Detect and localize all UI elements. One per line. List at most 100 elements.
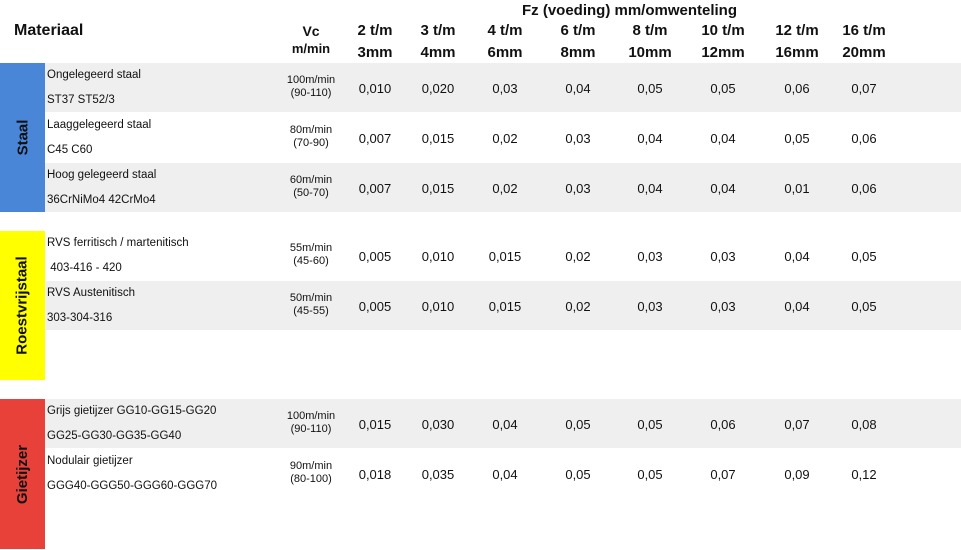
feed-value-cell: 0,010 xyxy=(421,249,455,264)
feed-value-cell: 0,08 xyxy=(851,417,877,432)
row-band-7 xyxy=(0,399,961,448)
cutting-speed: 60m/min (50-70) xyxy=(270,174,352,200)
feed-value-cell: 0,035 xyxy=(421,467,455,482)
feed-value-cell: 0,05 xyxy=(784,131,810,146)
cutting-speed-range: (70-90) xyxy=(293,137,329,149)
feed-value-cell: 0,07 xyxy=(710,467,736,482)
cutting-speed-range: (45-55) xyxy=(293,305,329,317)
feed-value-cell: 0,020 xyxy=(421,81,455,96)
feed-value-cell: 0,06 xyxy=(710,417,736,432)
column-header-size: 20mm xyxy=(842,44,886,61)
feed-value-cell: 0,015 xyxy=(421,131,455,146)
column-header: 12 t/m 16mm xyxy=(762,20,832,64)
feed-value-cell: 0,03 xyxy=(710,299,736,314)
feed-value-cell: 0,05 xyxy=(637,81,663,96)
material-grades: C45 C60 xyxy=(47,144,93,156)
feed-value-cell: 0,05 xyxy=(851,299,877,314)
cutting-speed: 50m/min (45-55) xyxy=(270,292,352,318)
feed-value-cell: 0,005 xyxy=(358,299,392,314)
material-name: RVS ferritisch / martenitisch xyxy=(47,237,189,249)
material-name: Hoog gelegeerd staal xyxy=(47,169,157,181)
material-grades: GGG40-GGG50-GGG60-GGG70 xyxy=(47,480,217,492)
material-name: Ongelegeerd staal xyxy=(47,69,141,81)
feed-value-cell: 0,02 xyxy=(492,131,518,146)
header-fz-title: Fz (voeding) mm/omwenteling xyxy=(522,2,738,19)
cutting-speed-range: (50-70) xyxy=(293,187,329,199)
cutting-speed-value: 90m/min xyxy=(289,460,333,472)
feed-value-cell: 0,02 xyxy=(492,181,518,196)
header-vc: Vc m/min xyxy=(270,22,352,58)
feed-value-cell: 0,04 xyxy=(710,131,736,146)
feed-value-cell: 0,01 xyxy=(784,181,810,196)
cutting-speed-value: 50m/min xyxy=(289,292,333,304)
feed-value-cell: 0,015 xyxy=(421,181,455,196)
row-band-3 xyxy=(0,163,961,212)
header-materiaal: Materiaal xyxy=(14,22,84,39)
feed-value-cell: 0,04 xyxy=(492,417,518,432)
cutting-speed: 80m/min (70-90) xyxy=(270,124,352,150)
feed-value-cell: 0,018 xyxy=(358,467,392,482)
cutting-speed: 100m/min (90-110) xyxy=(270,74,352,100)
feed-value-cell: 0,04 xyxy=(784,299,810,314)
feed-value-cell: 0,05 xyxy=(637,417,663,432)
material-name: Grijs gietijzer GG10-GG15-GG20 xyxy=(47,405,217,417)
feed-value-cell: 0,04 xyxy=(565,81,591,96)
column-header-size: 10mm xyxy=(628,44,672,61)
feed-value-cell: 0,03 xyxy=(492,81,518,96)
material-name: RVS Austenitisch xyxy=(47,287,136,299)
cutting-speed: 100m/min (90-110) xyxy=(270,410,352,436)
feed-value-cell: 0,06 xyxy=(784,81,810,96)
feed-value-cell: 0,03 xyxy=(637,299,663,314)
cutting-speed-value: 55m/min xyxy=(289,242,333,254)
cutting-speed-value: 100m/min xyxy=(286,74,336,86)
feed-value-cell: 0,06 xyxy=(851,181,877,196)
group-staal: Staal xyxy=(0,63,45,212)
column-header: 10 t/m 12mm xyxy=(688,20,758,64)
cutting-speed-range: (90-110) xyxy=(290,423,332,435)
row-band-5 xyxy=(0,281,961,330)
feed-value-cell: 0,05 xyxy=(637,467,663,482)
material-grades: 303-304-316 xyxy=(47,312,113,324)
row-band-1 xyxy=(0,63,961,112)
cutting-speed-value: 80m/min xyxy=(289,124,333,136)
feed-value-cell: 0,04 xyxy=(637,181,663,196)
column-header-range: 10 t/m xyxy=(701,22,745,39)
feed-value-cell: 0,007 xyxy=(358,181,392,196)
header-vc-label: Vc xyxy=(302,23,320,39)
feed-value-cell: 0,015 xyxy=(358,417,392,432)
material-name: Laaggelegeerd staal xyxy=(47,119,152,131)
cutting-speed-value: 60m/min xyxy=(289,174,333,186)
header-vc-unit: m/min xyxy=(291,41,331,56)
feed-value-cell: 0,03 xyxy=(637,249,663,264)
group-gietijzer: Gietijzer xyxy=(0,399,45,549)
feed-value-cell: 0,02 xyxy=(565,249,591,264)
column-header-range: 12 t/m xyxy=(775,22,819,39)
column-header-size: 3mm xyxy=(357,44,393,61)
column-header: 3 t/m 4mm xyxy=(403,20,473,64)
cutting-speed-value: 100m/min xyxy=(286,410,336,422)
column-header-range: 8 t/m xyxy=(632,22,668,39)
cutting-speed-range: (90-110) xyxy=(290,87,332,99)
feed-value-cell: 0,05 xyxy=(851,249,877,264)
feed-value-cell: 0,005 xyxy=(358,249,392,264)
feed-value-cell: 0,06 xyxy=(851,131,877,146)
column-header-range: 16 t/m xyxy=(842,22,886,39)
feed-value-cell: 0,05 xyxy=(565,417,591,432)
column-header-range: 3 t/m xyxy=(420,22,456,39)
group-staal-label: Staal xyxy=(13,119,31,156)
feed-value-cell: 0,07 xyxy=(851,81,877,96)
column-header: 16 t/m 20mm xyxy=(829,20,899,64)
column-header-size: 8mm xyxy=(560,44,596,61)
feed-value-cell: 0,05 xyxy=(710,81,736,96)
feed-value-cell: 0,04 xyxy=(784,249,810,264)
column-header-size: 16mm xyxy=(775,44,819,61)
material-grades: GG25-GG30-GG35-GG40 xyxy=(47,430,182,442)
column-header-size: 12mm xyxy=(701,44,745,61)
feed-value-cell: 0,03 xyxy=(565,131,591,146)
cutting-speed-range: (80-100) xyxy=(290,473,332,485)
cutting-speed-range: (45-60) xyxy=(293,255,329,267)
feed-value-cell: 0,07 xyxy=(784,417,810,432)
feed-value-cell: 0,015 xyxy=(488,249,522,264)
feed-value-cell: 0,03 xyxy=(565,181,591,196)
cutting-speed: 90m/min (80-100) xyxy=(270,460,352,486)
